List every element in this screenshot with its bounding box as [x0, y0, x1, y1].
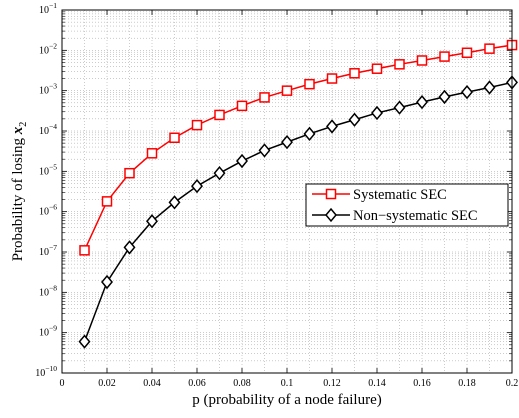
data-point-systematic: [461, 47, 473, 59]
x-tick-label: 0.14: [368, 378, 386, 389]
y-axis-title: Probability of losing x2: [10, 122, 29, 262]
y-tick-label: 10−1: [39, 1, 57, 16]
legend-marker-systematic: [325, 188, 337, 200]
data-point-systematic: [416, 55, 428, 66]
y-tick-exponent: −7: [49, 243, 57, 252]
data-point-non-systematic: [461, 84, 473, 100]
y-tick-label: 10−2: [39, 41, 57, 56]
data-point-non-systematic: [371, 105, 383, 121]
data-point-non-systematic: [236, 153, 248, 169]
data-point-non-systematic: [303, 126, 316, 142]
data-point-non-systematic: [281, 134, 293, 150]
x-tick-label: 0.16: [413, 378, 431, 389]
y-tick-exponent: −1: [49, 1, 57, 10]
y-tick-exponent: −6: [49, 203, 57, 212]
y-tick-base: 10: [39, 126, 49, 137]
legend-label-systematic: Systematic SEC: [353, 187, 447, 203]
data-point-non-systematic: [213, 166, 226, 181]
y-tick-base: 10: [35, 368, 45, 379]
y-axis-title-var: x: [10, 126, 26, 135]
legend: Systematic SEC Non−systematic SEC: [305, 183, 509, 227]
legend-marker-non-systematic: [325, 207, 337, 223]
data-point-systematic: [281, 85, 293, 96]
y-axis-title-sub: 2: [18, 122, 29, 127]
y-tick-base: 10: [39, 166, 49, 177]
data-point-systematic: [371, 63, 383, 74]
y-tick-label: 10−7: [39, 243, 57, 258]
x-tick-label: 0.2: [506, 378, 519, 389]
data-point-systematic: [146, 148, 158, 159]
y-tick-base: 10: [39, 287, 49, 298]
y-tick-base: 10: [39, 5, 49, 16]
data-point-systematic: [214, 109, 225, 121]
data-point-non-systematic: [326, 119, 338, 134]
y-tick-label: 10−5: [39, 162, 57, 177]
y-tick-exponent: −4: [49, 122, 57, 131]
y-tick-exponent: −3: [49, 82, 57, 91]
data-point-non-systematic: [191, 178, 203, 194]
tick-labels: 0 0.02 0.04 0.06 0.08 0.1 0.12 0.14 0.16 0.18 0.2 1…: [35, 1, 518, 389]
y-tick-label: 10−3: [39, 82, 57, 97]
data-point-systematic: [484, 43, 495, 54]
y-tick-base: 10: [39, 86, 49, 97]
y-tick-label: 10−9: [39, 324, 57, 339]
x-tick-label: 0.04: [143, 378, 161, 389]
y-tick-base: 10: [39, 207, 49, 218]
x-tick-label: 0.08: [233, 378, 251, 389]
data-point-non-systematic: [258, 143, 271, 158]
data-point-non-systematic: [101, 274, 113, 290]
data-point-systematic: [101, 196, 113, 207]
data-point-systematic: [236, 100, 248, 112]
axis-ticks: [61, 9, 513, 374]
y-tick-exponent: −8: [49, 283, 57, 292]
y-tick-base: 10: [39, 328, 49, 339]
data-point-systematic: [169, 132, 180, 144]
data-point-systematic: [259, 92, 270, 103]
y-tick-base: 10: [39, 247, 49, 258]
x-tick-label: 0.06: [188, 378, 206, 389]
data-point-non-systematic: [168, 195, 181, 210]
data-point-non-systematic: [123, 240, 136, 255]
x-tick-label: 0.18: [458, 378, 476, 389]
y-tick-exponent: −9: [49, 324, 57, 333]
data-point-non-systematic: [438, 89, 451, 105]
data-point-systematic: [439, 51, 450, 62]
data-point-non-systematic: [393, 100, 406, 115]
data-point-non-systematic: [78, 334, 91, 349]
y-tick-label: 10−4: [39, 122, 57, 137]
data-point-non-systematic: [483, 80, 496, 95]
x-tick-label: 0.1: [281, 378, 294, 389]
y-tick-label: 10−6: [39, 203, 57, 218]
legend-box: [305, 183, 509, 227]
data-point-non-systematic: [416, 94, 428, 110]
y-axis-title-text: Probability of losing: [10, 134, 26, 261]
x-tick-label: 0: [60, 378, 65, 389]
data-point-non-systematic: [348, 112, 361, 127]
data-point-systematic: [394, 59, 405, 70]
x-axis-title: p (probability of a node failure): [192, 392, 382, 408]
y-tick-exponent: −5: [49, 162, 57, 171]
y-tick-exponent: −10: [45, 364, 57, 373]
data-point-systematic: [304, 78, 315, 90]
y-tick-exponent: −2: [49, 41, 57, 50]
data-point-systematic: [191, 119, 203, 131]
data-point-non-systematic: [146, 214, 158, 229]
legend-label-non-systematic: Non−systematic SEC: [353, 208, 478, 224]
y-tick-base: 10: [39, 45, 49, 56]
x-tick-label: 0.02: [98, 378, 116, 389]
y-tick-label: 10−8: [39, 283, 57, 298]
x-tick-label: 0.12: [323, 378, 341, 389]
data-point-systematic: [124, 167, 135, 179]
data-point-systematic: [349, 68, 360, 79]
data-point-systematic: [326, 73, 338, 84]
y-tick-label: 10−10: [35, 364, 57, 379]
data-point-systematic: [79, 245, 90, 256]
